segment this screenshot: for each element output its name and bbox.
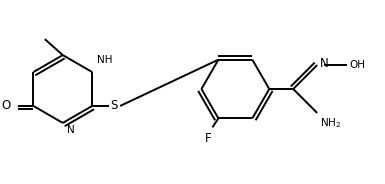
Text: S: S — [110, 100, 118, 112]
Text: O: O — [1, 100, 10, 112]
Text: N: N — [320, 56, 329, 70]
Text: OH: OH — [349, 60, 365, 70]
Text: N: N — [67, 125, 75, 135]
Text: NH$_2$: NH$_2$ — [320, 116, 341, 130]
Text: NH: NH — [97, 55, 113, 65]
Text: F: F — [205, 132, 212, 145]
